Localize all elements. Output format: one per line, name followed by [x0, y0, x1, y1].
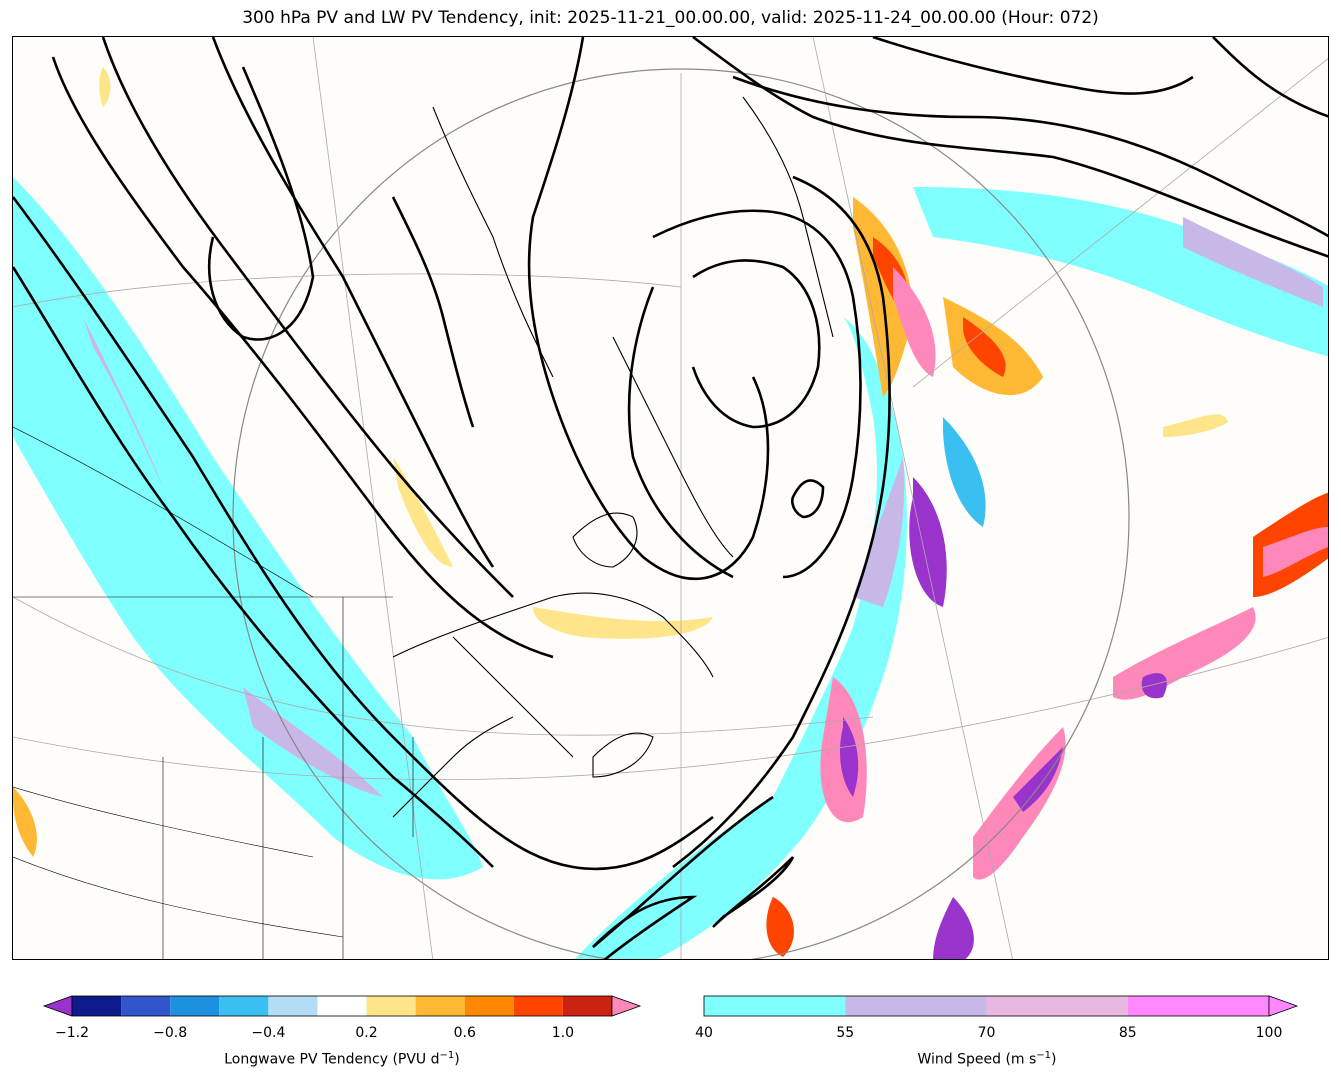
wind-colorbar-tick-label: 40 [695, 1025, 713, 1041]
pv-tendency-colorbar [42, 995, 642, 1017]
colorbar-over-triangle [611, 995, 642, 1017]
colorbar-bin [72, 996, 122, 1016]
colorbar-bin [121, 996, 171, 1016]
wind-colorbar-tick-label: 70 [977, 1025, 996, 1041]
jet-core-arc [853, 457, 905, 607]
pv-colorbar-tick-label: 0.2 [355, 1025, 378, 1041]
colorbar-bin [268, 996, 318, 1016]
pv-colorbar-tick-label: −0.8 [153, 1025, 188, 1041]
wind-colorbar-tick-label: 100 [1255, 1025, 1283, 1041]
pv-colorbar-tick-label: 1.0 [551, 1025, 575, 1041]
colorbar-bin [845, 996, 987, 1016]
pv-colorbar-tick-label: −0.4 [251, 1025, 286, 1041]
figure-title: 300 hPa PV and LW PV Tendency, init: 202… [242, 8, 1099, 28]
map-canvas [13, 37, 1328, 959]
jet-core-west [83, 317, 163, 487]
jet-stream-arc-shading [574, 317, 907, 959]
colorbar-under-triangle [42, 995, 73, 1017]
pv-tendency-colorbar-graphic [42, 995, 642, 1017]
wind-speed-colorbar-label: Wind Speed (m s−1) [917, 1050, 1057, 1068]
jet-core-west-2 [243, 687, 383, 797]
wind-speed-colorbar-graphic [703, 995, 1299, 1017]
pv-contours [13, 37, 1328, 959]
colorbar-bin [415, 996, 465, 1016]
political-borders [13, 426, 414, 959]
colorbar-bin [986, 996, 1128, 1016]
colorbar-bin [464, 996, 514, 1016]
wind-colorbar-tick-label: 85 [1118, 1025, 1137, 1041]
colorbar-bin [704, 996, 846, 1016]
colorbar-bin [1127, 996, 1269, 1016]
pv-colorbar-tick-label: 0.6 [453, 1025, 476, 1041]
colorbar-bin [366, 996, 416, 1016]
pv-colorbar-tick-label: −1.2 [55, 1025, 89, 1041]
colorbar-over-triangle [1268, 995, 1299, 1017]
wind-colorbar-tick-label: 55 [836, 1025, 855, 1041]
jet-stream-northeast-shading [913, 187, 1328, 357]
colorbar-bin [219, 996, 269, 1016]
map-panel [12, 36, 1329, 960]
jet-core-northeast [1183, 217, 1323, 307]
colorbar-bin [317, 996, 367, 1016]
jet-stream-west-shading [13, 177, 483, 880]
coastlines [392, 96, 834, 818]
pv-tendency-colorbar-label: Longwave PV Tendency (PVU d−1) [224, 1050, 460, 1068]
colorbar-bin [170, 996, 220, 1016]
colorbar-bin [562, 996, 612, 1016]
wind-speed-colorbar [703, 995, 1299, 1017]
pv-tendency-shading [13, 67, 1328, 959]
colorbar-bin [513, 996, 563, 1016]
